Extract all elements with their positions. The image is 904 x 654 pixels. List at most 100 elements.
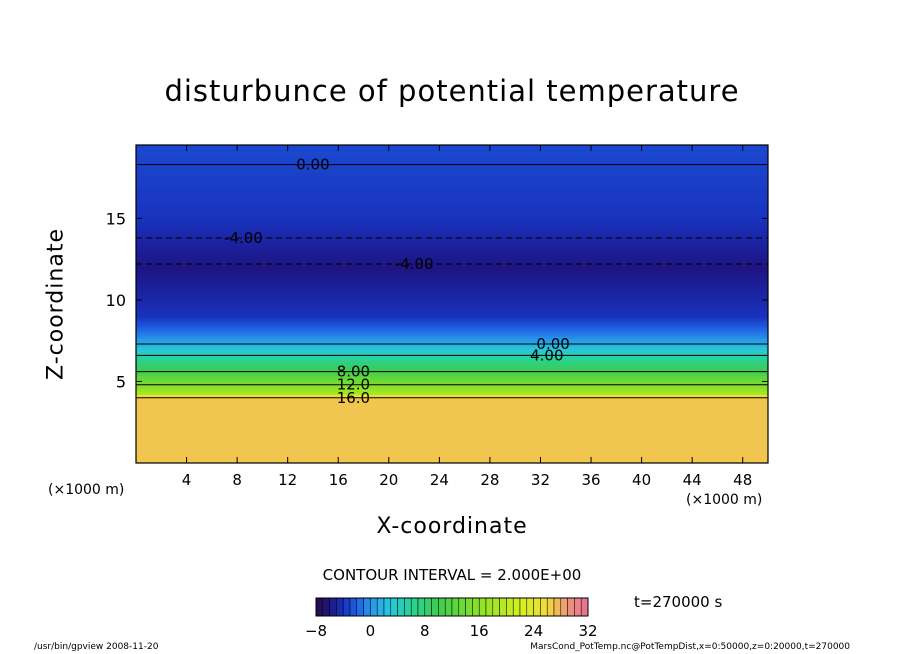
y-tick-label: 10 (106, 291, 126, 310)
heatmap-band (136, 412, 768, 416)
y-axis-label: Z-coordinate (43, 228, 69, 380)
heatmap-band (136, 436, 768, 440)
colorbar-segment (574, 597, 582, 617)
heatmap-band (136, 327, 768, 332)
heatmap-band (136, 251, 768, 255)
heatmap-band (136, 343, 768, 347)
contour-label: 8.00 (337, 363, 370, 381)
heatmap-band (136, 187, 768, 191)
footer-right: MarsCond_PotTemp.nc@PotTempDist,x=0:5000… (530, 642, 850, 652)
heatmap-band (136, 176, 768, 181)
heatmap-band (136, 179, 768, 183)
heatmap-band (136, 386, 768, 390)
contour-label: 0.00 (296, 156, 329, 174)
heatmap-band (136, 364, 768, 369)
x-axis-label: X-coordinate (376, 514, 528, 539)
contour-interval: CONTOUR INTERVAL = 2.000E+00 (322, 566, 582, 584)
heatmap-band (136, 298, 768, 302)
heatmap-band (136, 219, 768, 223)
heatmap-band (136, 280, 768, 284)
heatmap-band (136, 264, 768, 268)
heatmap-band (136, 431, 768, 435)
chart-title: disturbunce of potential temperature (164, 74, 740, 108)
heatmap-band (136, 192, 768, 196)
colorbar-segment (512, 597, 521, 617)
heatmap-band (136, 410, 768, 414)
heatmap-band (136, 160, 768, 165)
heatmap-band (136, 269, 768, 273)
heatmap-band (136, 423, 768, 427)
contour-label: 0.00 (536, 335, 569, 353)
heatmap-band (136, 182, 768, 186)
colorbar-tick-label: 8 (420, 622, 430, 640)
heatmap-band (136, 449, 768, 453)
heatmap-band (136, 367, 768, 371)
x-tick-label: 4 (182, 471, 192, 489)
x-tick-label: 24 (430, 471, 449, 489)
x-tick-label: 32 (531, 471, 550, 489)
y-tick-label: 5 (116, 372, 126, 391)
x-tick-label: 20 (379, 471, 398, 489)
heatmap-band (136, 243, 768, 247)
heatmap-band (136, 306, 768, 310)
colorbar-segment (546, 597, 555, 617)
heatmap-band (136, 322, 768, 326)
colorbar-segment (580, 597, 589, 617)
heatmap-band (136, 248, 768, 252)
heatmap-band (136, 274, 768, 279)
colorbar-segment (533, 597, 541, 617)
colorbar-segment (390, 597, 398, 617)
heatmap-band (136, 354, 768, 358)
colorbar-segment (458, 597, 466, 617)
colorbar-segment (438, 597, 446, 617)
heatmap-band (136, 155, 768, 159)
heatmap-band (136, 380, 768, 385)
heatmap-band (136, 245, 768, 249)
heatmap-band (136, 288, 768, 292)
contour-label: -4.00 (395, 255, 434, 273)
heatmap-band (136, 399, 768, 403)
contour-label: -4.00 (224, 229, 263, 247)
heatmap-band (136, 229, 768, 234)
colorbar-segment (376, 597, 385, 617)
x-tick-label: 16 (329, 471, 348, 489)
x-tick-label: 40 (632, 471, 651, 489)
heatmap-band (136, 452, 768, 456)
heatmap-band (136, 221, 768, 226)
heatmap-band (136, 198, 768, 202)
x-tick-label: 36 (581, 471, 600, 489)
colorbar-segment (540, 597, 548, 617)
heatmap-band (136, 147, 768, 151)
heatmap-band (136, 378, 768, 382)
colorbar-segment (465, 597, 473, 617)
heatmap-band (136, 293, 768, 297)
heatmap-band (136, 391, 768, 395)
contour-label: 12.0 (337, 376, 370, 394)
y-tick-label: 15 (106, 209, 126, 228)
heatmap-band (136, 272, 768, 276)
heatmap-band (136, 375, 768, 379)
heatmap-band (136, 205, 768, 210)
colorbar-segment (363, 597, 371, 617)
heatmap-band (136, 290, 768, 294)
x-tick-label: 8 (232, 471, 242, 489)
heatmap-band (136, 240, 768, 244)
heatmap-band (136, 163, 768, 167)
colorbar-segment (553, 597, 562, 617)
colorbar-segment (322, 597, 330, 617)
heatmap-band (136, 346, 768, 350)
heatmap-band (136, 317, 768, 321)
heatmap-band (136, 235, 768, 239)
colorbar-tick-label: 24 (524, 622, 543, 640)
y-axis: 5 10 15 (106, 209, 768, 391)
heatmap-band (136, 211, 768, 215)
heatmap-band (136, 258, 768, 263)
heatmap-band (136, 415, 768, 419)
colorbar-segment (397, 597, 405, 617)
colorbar-segment (342, 597, 351, 617)
heatmap-band (136, 338, 768, 342)
heatmap-band (136, 325, 768, 329)
colorbar-segment (356, 597, 364, 617)
